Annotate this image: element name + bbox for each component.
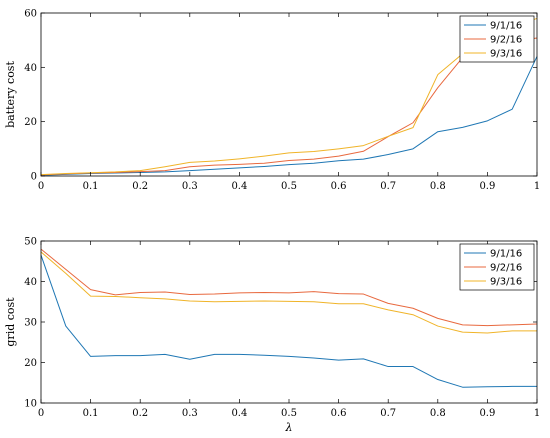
x-tick-label: 0 xyxy=(38,408,44,419)
series-line-9-3-16 xyxy=(40,17,538,176)
legend-entry: 9/3/16 xyxy=(490,277,522,288)
x-tick-label: 0.7 xyxy=(380,181,396,192)
legend-entry: 9/1/16 xyxy=(490,249,522,260)
chart-panel-1: 0 0.1 0.2 0.3 0.4 0.5 0.6 0.7 0.8 0.9 1 0 20 40 60 batt… xyxy=(4,9,540,193)
series-line-9-2-16 xyxy=(40,248,538,327)
x-tick-label: 0.2 xyxy=(132,181,148,192)
x-tick-label: 1 xyxy=(534,181,540,192)
y-tick-label: 20 xyxy=(24,358,37,369)
series-line-9-1-16 xyxy=(40,56,538,176)
y-axis-label: battery cost xyxy=(4,61,17,128)
x-tick-label: 0.7 xyxy=(380,408,396,419)
x-tick-label: 0.1 xyxy=(83,181,99,192)
x-tick-label: 0.4 xyxy=(231,181,247,192)
x-tick-label: 0.8 xyxy=(430,408,446,419)
legend-entry: 9/3/16 xyxy=(490,49,522,60)
y-tick-label: 40 xyxy=(24,63,37,74)
series-line-9-1-16 xyxy=(40,255,537,388)
y-tick-label: 50 xyxy=(24,237,37,248)
x-tick-label: 0.4 xyxy=(231,408,247,419)
x-tick-label: 1 xyxy=(534,408,540,419)
x-tick-label: 0.3 xyxy=(182,408,198,419)
x-tick-label: 0.5 xyxy=(281,408,297,419)
legend: 9/1/16 9/2/16 9/3/16 xyxy=(459,243,535,291)
chart-panel-2: 0 0.1 0.2 0.3 0.4 0.5 0.6 0.7 0.8 0.9 1 10 20 30 40 50 g… xyxy=(4,237,540,435)
y-tick-label: 10 xyxy=(24,399,37,410)
y-tick-label: 30 xyxy=(24,318,37,329)
y-tick-label: 20 xyxy=(24,117,37,128)
x-tick-label: 0 xyxy=(38,181,44,192)
legend-entry: 9/2/16 xyxy=(490,35,522,46)
x-tick-label: 0.2 xyxy=(132,408,148,419)
y-tick-label: 0 xyxy=(31,172,37,183)
x-tick-label: 0.1 xyxy=(83,408,99,419)
series-line-9-3-16 xyxy=(40,251,537,334)
y-tick-label: 40 xyxy=(24,277,37,288)
y-axis-label: grid cost xyxy=(4,297,17,347)
y-tick-label: 60 xyxy=(24,9,37,20)
x-tick-label: 0.6 xyxy=(331,408,347,419)
x-tick-label: 0.6 xyxy=(331,181,347,192)
series-line-9-2-16 xyxy=(40,37,538,176)
x-axis-label: λ xyxy=(285,421,293,434)
x-tick-label: 0.5 xyxy=(281,181,297,192)
legend: 9/1/16 9/2/16 9/3/16 xyxy=(459,15,535,63)
x-tick-label: 0.9 xyxy=(479,181,495,192)
x-tick-label: 0.9 xyxy=(479,408,495,419)
x-tick-label: 0.3 xyxy=(182,181,198,192)
x-tick-label: 0.8 xyxy=(430,181,446,192)
legend-entry: 9/1/16 xyxy=(490,21,522,32)
legend-entry: 9/2/16 xyxy=(490,263,522,274)
